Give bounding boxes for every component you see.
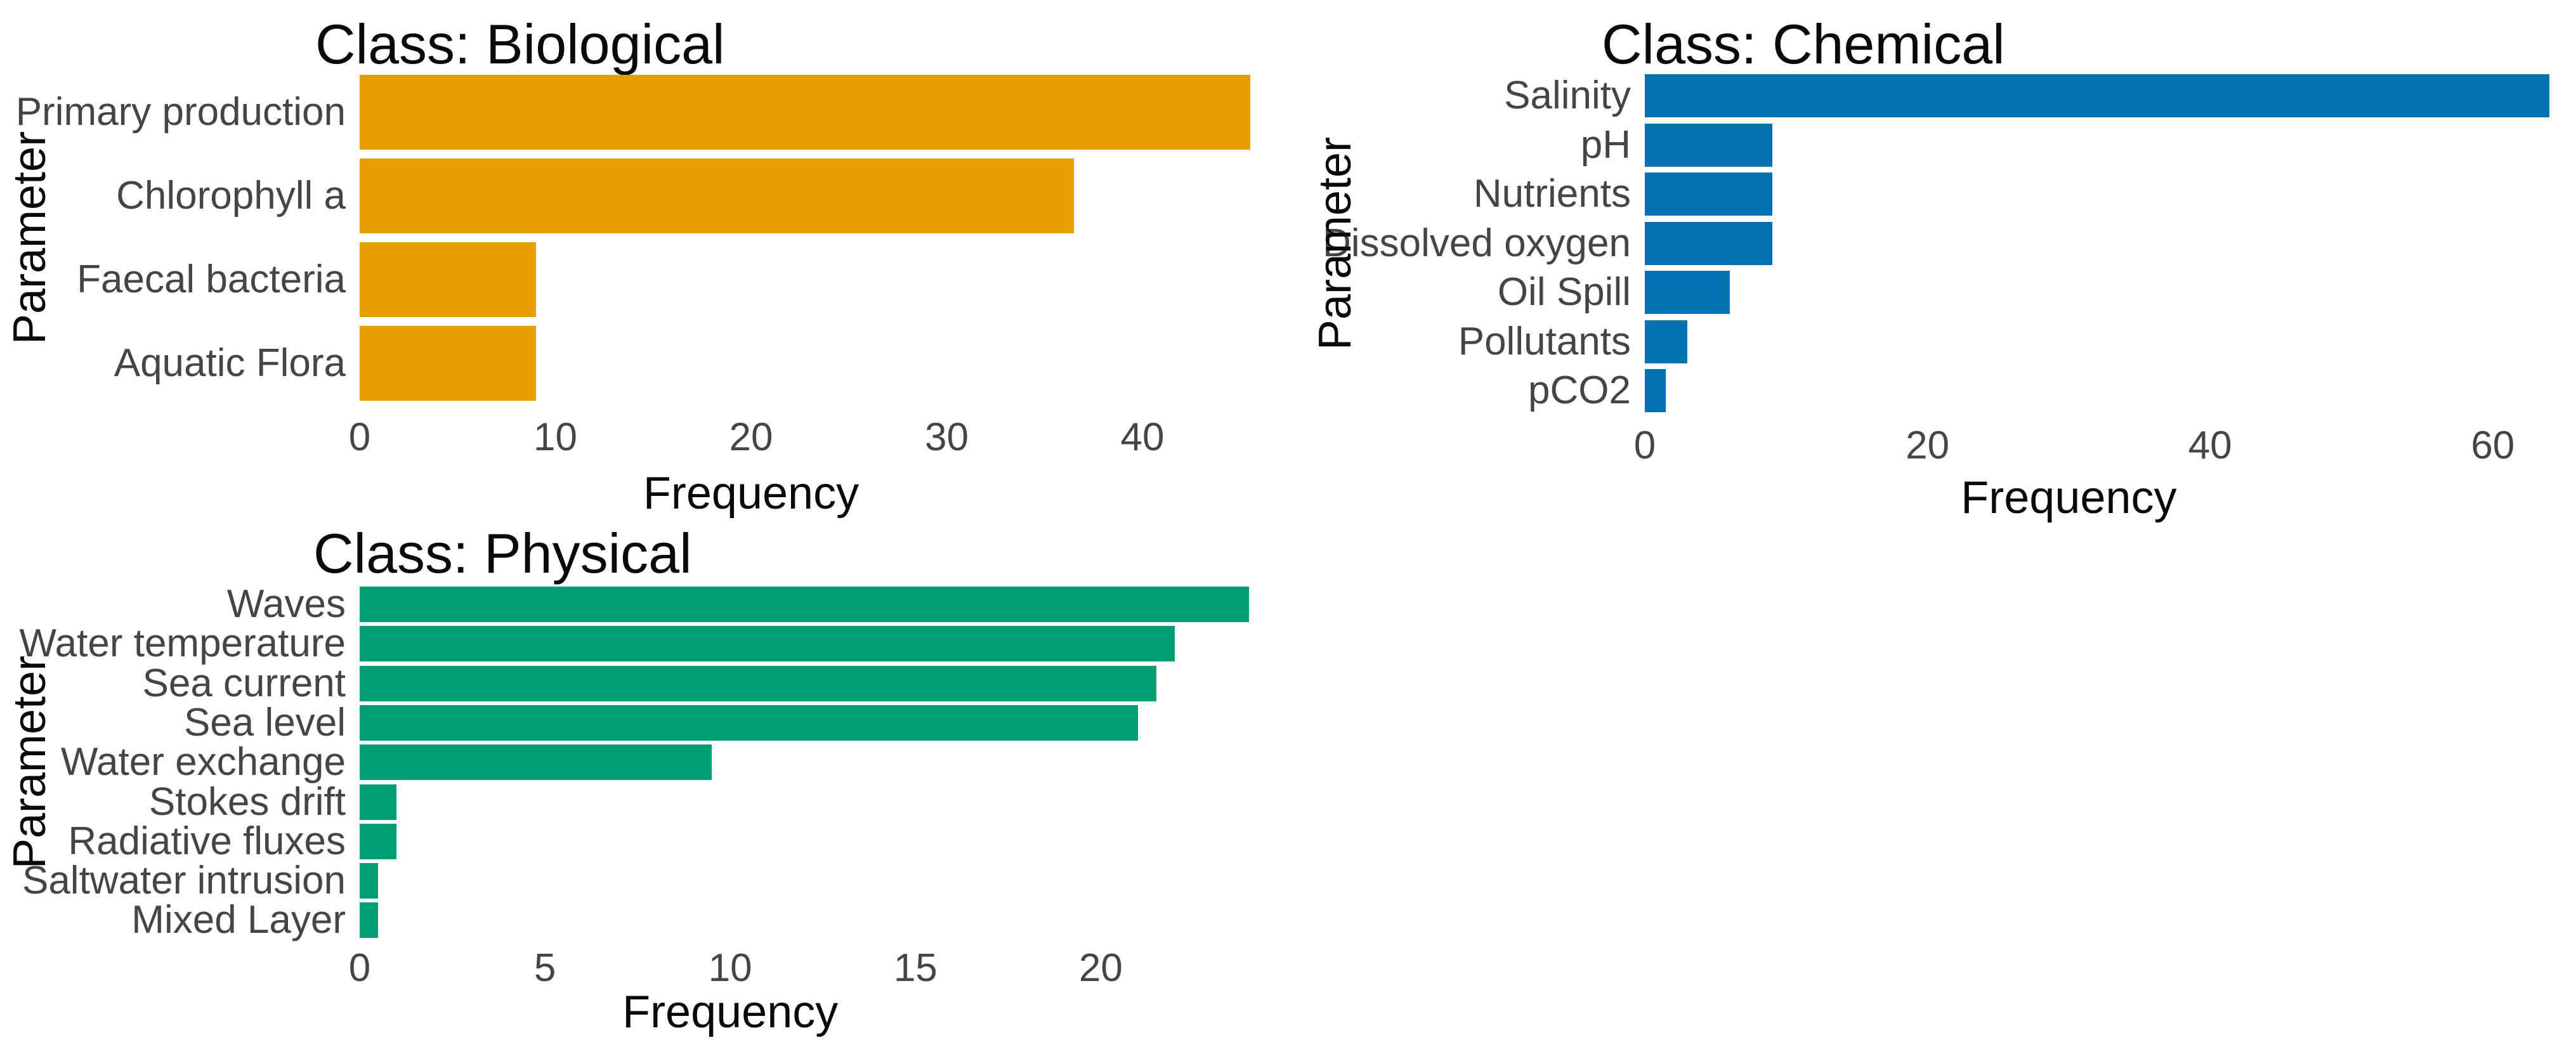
physical-x-tick-0: 0 — [348, 946, 371, 990]
chemical-category-label-1: pH — [1580, 122, 1631, 167]
physical-category-label-7: Saltwater intrusion — [22, 859, 346, 903]
chemical-x-tick-1: 20 — [1906, 424, 1950, 467]
physical-category-label-3: Sea level — [183, 700, 346, 744]
biological-bar-2 — [360, 242, 536, 317]
biological-x-tick-0: 0 — [348, 415, 371, 459]
physical-category-label-1: Water temperature — [19, 621, 346, 666]
biological-category-label-3: Aquatic Flora — [114, 341, 346, 385]
physical-title: Class: Physical — [313, 522, 692, 585]
biological-bar-3 — [360, 326, 536, 401]
biological-bar-0 — [360, 75, 1250, 150]
physical-category-label-6: Radiative fluxes — [68, 819, 346, 863]
chemical-x-tick-2: 40 — [2188, 424, 2232, 467]
biological-category-label-2: Faecal bacteria — [77, 257, 346, 301]
chemical-category-label-6: pCO2 — [1528, 368, 1631, 412]
chemical-bar-5 — [1645, 320, 1687, 363]
physical-category-label-4: Water exchange — [60, 740, 346, 784]
physical-category-label-8: Mixed Layer — [131, 898, 346, 942]
chemical-category-label-3: Dissolved oxygen — [1323, 221, 1631, 265]
chemical-bar-1 — [1645, 123, 1772, 167]
chemical-category-label-4: Oil Spill — [1497, 270, 1631, 314]
physical-bar-2 — [360, 665, 1156, 701]
physical-category-label-5: Stokes drift — [148, 779, 346, 824]
physical-bar-3 — [360, 705, 1138, 741]
physical-bar-0 — [360, 587, 1249, 622]
physical-bar-6 — [360, 823, 396, 859]
physical-bar-8 — [360, 902, 378, 939]
chemical-category-label-0: Salinity — [1504, 74, 1631, 117]
physical-bar-4 — [360, 744, 712, 781]
chemical-bar-6 — [1645, 369, 1666, 412]
biological-x-axis-title: Frequency — [643, 468, 860, 519]
biological-x-tick-3: 30 — [925, 415, 969, 459]
biological-x-tick-2: 20 — [729, 415, 773, 459]
biological-y-axis-title: Parameter — [4, 131, 55, 345]
physical-x-tick-1: 5 — [533, 946, 556, 990]
physical-x-tick-4: 20 — [1078, 946, 1123, 990]
chemical-category-label-5: Pollutants — [1458, 319, 1631, 363]
physical-bar-5 — [360, 784, 396, 820]
physical-x-tick-3: 15 — [893, 946, 938, 990]
physical-category-label-0: Waves — [226, 582, 346, 626]
chemical-x-tick-3: 60 — [2471, 424, 2515, 467]
chemical-x-tick-0: 0 — [1633, 424, 1656, 467]
biological-category-label-0: Primary production — [15, 90, 346, 134]
chemical-y-axis-title: Parameter — [1310, 136, 1361, 350]
biological-title: Class: Biological — [315, 13, 725, 75]
biological-x-tick-4: 40 — [1120, 415, 1165, 459]
chemical-category-label-2: Nutrients — [1473, 172, 1631, 216]
physical-bar-7 — [360, 863, 378, 899]
biological-category-label-1: Chlorophyll a — [116, 174, 346, 218]
chemical-bar-0 — [1645, 74, 2549, 117]
physical-x-axis-title: Frequency — [622, 987, 839, 1037]
biological-bar-1 — [360, 159, 1074, 233]
physical-y-axis-title: Parameter — [4, 656, 55, 869]
physical-category-label-2: Sea current — [142, 661, 346, 705]
chemical-bar-3 — [1645, 221, 1772, 265]
chemical-bar-4 — [1645, 271, 1730, 314]
physical-x-tick-2: 10 — [708, 946, 752, 990]
chemical-bar-2 — [1645, 172, 1772, 216]
physical-bar-1 — [360, 626, 1175, 662]
chemical-x-axis-title: Frequency — [1961, 472, 2177, 523]
biological-x-tick-1: 10 — [533, 415, 577, 459]
chemical-title: Class: Chemical — [1602, 13, 2005, 75]
